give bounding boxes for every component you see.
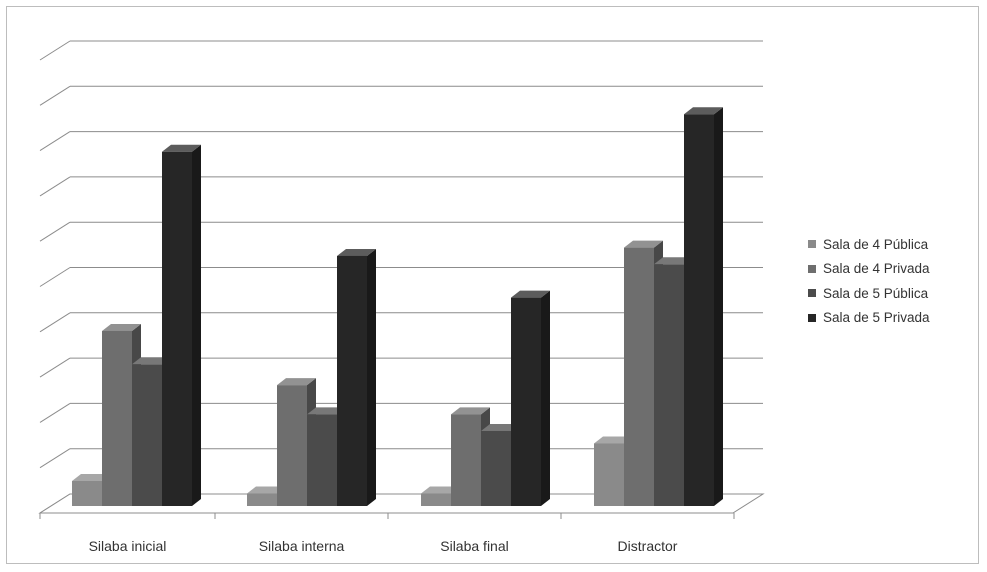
legend-item: Sala de 5 Pública (808, 281, 930, 306)
x-axis-ticks: Silaba inicial Silaba interna Silaba final… (39, 513, 735, 554)
bar (162, 144, 201, 506)
bar (247, 486, 286, 506)
legend-item: Sala de 4 Privada (808, 257, 930, 282)
x-tick-label: Silaba final (440, 538, 509, 554)
legend-label: Sala de 4 Privada (823, 261, 930, 277)
legend-label: Sala de 4 Pública (823, 236, 929, 252)
gridline (39, 40, 763, 61)
bar (337, 248, 376, 506)
legend: Sala de 4 Pública Sala de 4 Privada Sala… (808, 232, 930, 330)
gridline (39, 85, 763, 106)
x-tick-label: Silaba inicial (89, 538, 167, 554)
legend-swatch (808, 289, 816, 298)
legend-swatch (808, 240, 816, 249)
bars (72, 107, 723, 506)
legend-item: Sala de 4 Pública (808, 232, 930, 257)
legend-item: Sala de 5 Privada (808, 306, 930, 331)
bar (684, 107, 723, 506)
bar (511, 290, 550, 506)
gridline (39, 221, 763, 242)
legend-swatch (808, 264, 816, 273)
gridline (39, 131, 763, 152)
legend-label: Sala de 5 Pública (823, 285, 929, 301)
x-tick-label: Distractor (618, 538, 678, 554)
x-tick-label: Silaba interna (259, 538, 345, 554)
legend-label: Sala de 5 Privada (823, 310, 930, 326)
legend-swatch (808, 313, 816, 322)
gridline (39, 176, 763, 197)
